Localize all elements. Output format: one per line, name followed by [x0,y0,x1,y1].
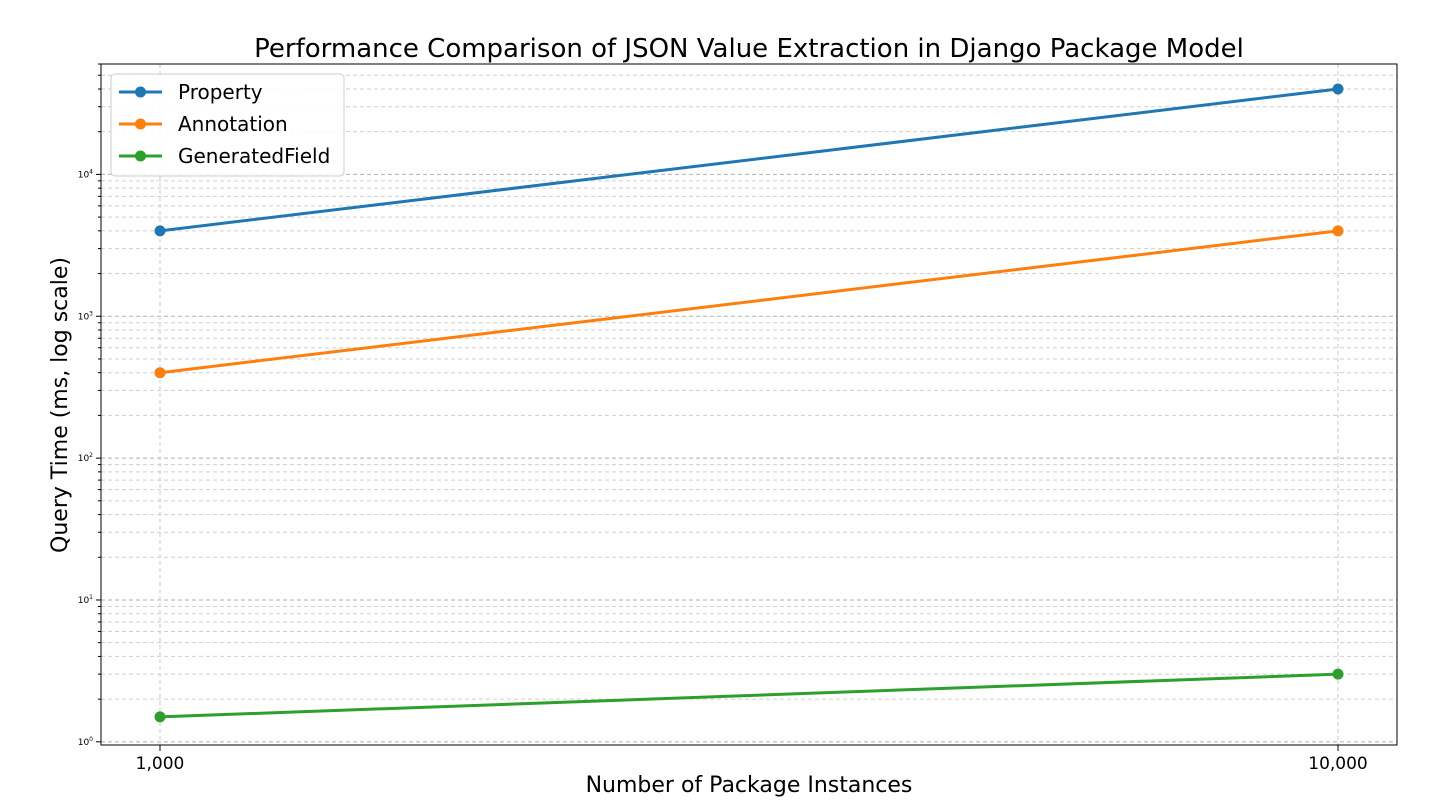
data-point-property [154,225,166,237]
legend: Property Annotation GeneratedField [110,73,345,177]
plot-frame [100,63,1398,746]
legend-label: Property [178,80,263,104]
data-point-generatedfield [154,711,166,723]
y-tick-exponent: 3 [89,310,93,317]
y-axis-label: Query Time (ms, log scale) [48,257,73,553]
x-axis-label: Number of Package Instances [586,773,913,798]
series-line-generatedfield [159,672,1339,719]
series-line-annotation [159,229,1339,375]
y-tick-exponent: 1 [89,594,93,601]
y-tick-base: 10 [78,596,90,606]
y-tick-exponent: 4 [89,168,93,175]
data-point-annotation [154,367,166,379]
x-tick-label: 1,000 [136,754,185,774]
series-line-property [159,87,1339,233]
y-tick-label: 100 [78,736,93,748]
grid [101,63,1397,745]
data-point-property [1332,83,1344,95]
y-tick-label: 104 [78,168,93,180]
legend-label: Annotation [178,112,288,136]
y-tick-label: 103 [78,310,93,322]
y-tick-base: 10 [78,738,90,748]
legend-marker [135,86,146,98]
x-ticks: 1,000 10,000 [136,745,1368,774]
data-point-annotation [1332,225,1344,237]
legend-marker [135,150,146,162]
legend-marker [135,118,146,130]
chart-title: Performance Comparison of JSON Value Ext… [254,34,1244,64]
y-tick-label: 102 [78,452,93,464]
y-tick-exponent: 0 [89,736,93,743]
data-point-generatedfield [1332,668,1344,680]
y-tick-label: 101 [78,594,93,606]
y-tick-base: 10 [78,454,90,464]
x-tick-label: 10,000 [1308,754,1367,774]
legend-label: GeneratedField [178,144,330,168]
y-tick-base: 10 [78,170,90,180]
y-tick-base: 10 [78,312,90,322]
legend-box [110,73,345,177]
y-tick-exponent: 2 [89,452,93,459]
series-layer [154,83,1344,723]
